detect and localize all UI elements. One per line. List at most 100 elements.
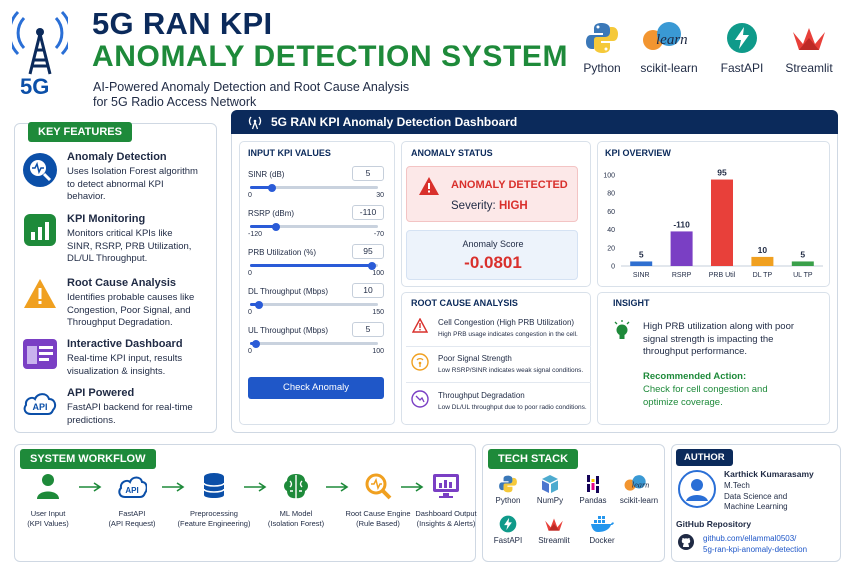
- anomaly-status-title: ANOMALY STATUS: [411, 148, 493, 158]
- feature-desc-line: Throughput Degradation.: [67, 317, 173, 328]
- slider-track[interactable]: [250, 300, 378, 309]
- workflow-step: Dashboard Output (Insights & Alerts): [401, 471, 491, 529]
- bar-value-label: -110: [673, 219, 690, 229]
- author-details: M.Tech Data Science and Machine Learning: [724, 481, 788, 513]
- slider-handle[interactable]: [367, 261, 376, 270]
- slider-label: RSRP (dBm): [248, 209, 295, 218]
- feature-desc-line: Real-time KPI input, results: [67, 353, 183, 364]
- warning-icon: [24, 279, 56, 308]
- slider-fill: [250, 303, 259, 306]
- x-tick-label: RSRP: [672, 272, 692, 279]
- workflow-step-sublabel: (Insights & Alerts): [416, 519, 476, 528]
- y-tick-label: 60: [607, 209, 615, 216]
- x-tick-label: SINR: [633, 272, 650, 279]
- lightbulb-icon: [614, 320, 630, 339]
- slider-value-input[interactable]: 95: [352, 244, 384, 259]
- feature-desc-line: SINR, RSRP, PRB Utilization,: [67, 240, 192, 252]
- subtitle-line1: AI-Powered Anomaly Detection and Root Ca…: [93, 80, 410, 94]
- svg-text:API: API: [32, 402, 47, 412]
- feature-desc-line: Monitors critical KPIs like: [67, 228, 173, 239]
- slider-max: 30: [376, 192, 384, 199]
- feature-title: API Powered: [67, 387, 135, 399]
- github-repo-title: GitHub Repository: [676, 519, 752, 529]
- python-logo-icon: [499, 475, 517, 493]
- github-repo-link[interactable]: github.com/ellammal0503/ 5g-ran-kpi-anom…: [703, 533, 807, 555]
- bar-value-label: 95: [717, 168, 727, 178]
- tech-label: Streamlit: [538, 536, 570, 545]
- brain-icon: [284, 474, 308, 499]
- tech-label: FastAPI: [493, 536, 523, 545]
- numpy-logo-icon: [542, 475, 558, 493]
- x-tick-label: PRB Util: [709, 272, 736, 279]
- slider-handle[interactable]: [271, 222, 280, 231]
- signal-icon: [411, 353, 429, 371]
- slider-track[interactable]: [250, 222, 378, 231]
- feature-desc: Real-time KPI input, results visualizati…: [67, 353, 227, 378]
- slider-track[interactable]: [250, 339, 378, 348]
- slider-value-input[interactable]: 10: [352, 283, 384, 298]
- tech-docker: Docker: [582, 514, 622, 545]
- anomaly-detected-text: ANOMALY DETECTED: [451, 179, 568, 191]
- slider-value-input[interactable]: 5: [352, 166, 384, 181]
- slider-label: SINR (dB): [248, 170, 285, 179]
- bar-chart-icon: [24, 214, 56, 246]
- anomaly-detected-alert: ANOMALY DETECTED Severity: HIGH: [406, 166, 578, 222]
- workflow-step-label: FastAPI: [118, 509, 146, 518]
- root-cause-item-congestion: Cell Congestion (High PRB Utilization) H…: [406, 312, 591, 347]
- alert-triangle-icon: [419, 177, 439, 195]
- slider-min: 0: [248, 348, 252, 355]
- severity-value: HIGH: [498, 200, 528, 212]
- subtitle-line2: for 5G Radio Access Network: [93, 95, 257, 109]
- workflow-step-label: Root Cause Engine: [345, 509, 411, 518]
- workflow-step-label: Preprocessing: [190, 509, 238, 518]
- slider-value-input[interactable]: 5: [352, 322, 384, 337]
- user-icon: [37, 474, 59, 499]
- tech-scikit-learn: learn scikit-learn: [614, 474, 664, 505]
- slider-max: 100: [372, 348, 384, 355]
- kpi-overview-title: KPI OVERVIEW: [605, 148, 671, 158]
- y-tick-label: 100: [603, 173, 615, 180]
- page-subtitle: AI-Powered Anomaly Detection and Root Ca…: [93, 80, 423, 110]
- workflow-step-sublabel: (Isolation Forest): [267, 519, 325, 528]
- feature-desc-line: to detect abnormal KPI: [67, 178, 164, 190]
- action-line: Check for cell congestion and: [643, 384, 768, 395]
- slider-handle[interactable]: [267, 183, 276, 192]
- tech-label: scikit-learn: [619, 496, 659, 505]
- slider-track[interactable]: [250, 183, 378, 192]
- y-tick-label: 20: [607, 245, 615, 252]
- slider-value-input[interactable]: -110: [352, 205, 384, 220]
- feature-desc: FastAPI backend for real-time prediction…: [67, 402, 227, 427]
- tech-streamlit: Streamlit: [532, 514, 576, 545]
- bar: [630, 261, 653, 266]
- tech-label: NumPy: [536, 496, 564, 505]
- repo-link-line[interactable]: github.com/ellammal0503/: [703, 534, 797, 543]
- anomaly-score-value: -0.0801: [464, 253, 522, 272]
- slider-track[interactable]: [250, 261, 378, 270]
- repo-link-line[interactable]: 5g-ran-kpi-anomaly-detection: [703, 545, 808, 554]
- slider-max: 150: [372, 309, 384, 316]
- check-anomaly-button[interactable]: Check Anomaly: [248, 377, 384, 399]
- feature-desc-line: Uses Isolation Forest algorithm: [67, 166, 198, 177]
- slider-handle[interactable]: [252, 339, 261, 348]
- author-name: Karthick Kumarasamy: [724, 469, 814, 479]
- workflow-step-sublabel: (API Request): [108, 519, 156, 528]
- feature-desc-line: visualization & insights.: [67, 365, 166, 377]
- workflow-arrow-icon: [162, 482, 185, 492]
- page-title-line1: 5G RAN KPI: [92, 6, 273, 41]
- logo-label: Python: [583, 61, 621, 75]
- root-cause-item-desc: Low DL/UL throughput due to poor radio c…: [438, 404, 587, 411]
- workflow-step-sublabel: (Rule Based): [356, 519, 400, 528]
- feature-desc-line: predictions.: [67, 414, 116, 426]
- x-tick-label: UL TP: [793, 272, 813, 279]
- scikit-learn-logo-icon: learn: [624, 475, 649, 491]
- slider-fill: [250, 186, 272, 189]
- header-logo-streamlit: Streamlit: [784, 20, 834, 75]
- tech-label: Docker: [589, 536, 615, 545]
- magnifier-icon: [365, 473, 392, 500]
- feature-title: Interactive Dashboard: [67, 338, 183, 350]
- scikit-learn-logo-text: learn: [656, 32, 688, 48]
- feature-desc-line: Identifies probable causes like: [67, 292, 195, 303]
- slider-handle[interactable]: [254, 300, 263, 309]
- magnifier-pulse-icon: [23, 153, 57, 187]
- feature-title: Root Cause Analysis: [67, 277, 177, 289]
